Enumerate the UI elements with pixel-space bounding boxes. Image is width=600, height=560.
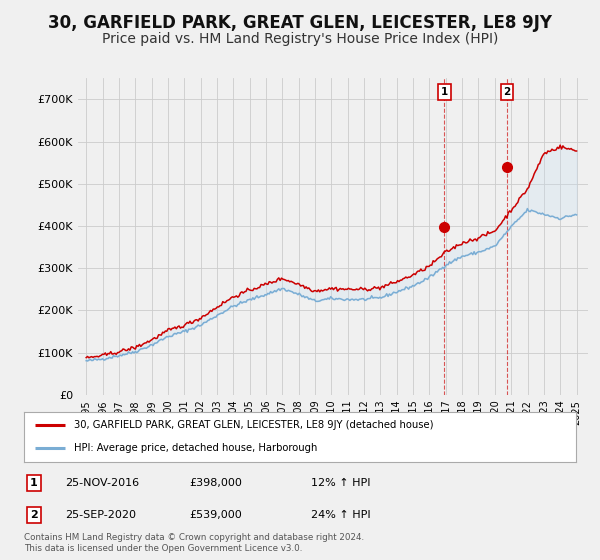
Text: Contains HM Land Registry data © Crown copyright and database right 2024.
This d: Contains HM Land Registry data © Crown c… [24, 533, 364, 553]
Text: 2: 2 [503, 87, 511, 97]
Text: 30, GARFIELD PARK, GREAT GLEN, LEICESTER, LE8 9JY (detached house): 30, GARFIELD PARK, GREAT GLEN, LEICESTER… [74, 420, 433, 430]
Text: 2: 2 [30, 510, 38, 520]
Text: 25-SEP-2020: 25-SEP-2020 [65, 510, 136, 520]
Text: 25-NOV-2016: 25-NOV-2016 [65, 478, 140, 488]
Text: £398,000: £398,000 [190, 478, 242, 488]
Text: 12% ↑ HPI: 12% ↑ HPI [311, 478, 371, 488]
Text: 24% ↑ HPI: 24% ↑ HPI [311, 510, 371, 520]
Text: 1: 1 [441, 87, 448, 97]
Text: 1: 1 [30, 478, 38, 488]
Text: Price paid vs. HM Land Registry's House Price Index (HPI): Price paid vs. HM Land Registry's House … [102, 32, 498, 46]
Text: HPI: Average price, detached house, Harborough: HPI: Average price, detached house, Harb… [74, 444, 317, 454]
Text: 30, GARFIELD PARK, GREAT GLEN, LEICESTER, LE8 9JY: 30, GARFIELD PARK, GREAT GLEN, LEICESTER… [48, 14, 552, 32]
Text: £539,000: £539,000 [190, 510, 242, 520]
